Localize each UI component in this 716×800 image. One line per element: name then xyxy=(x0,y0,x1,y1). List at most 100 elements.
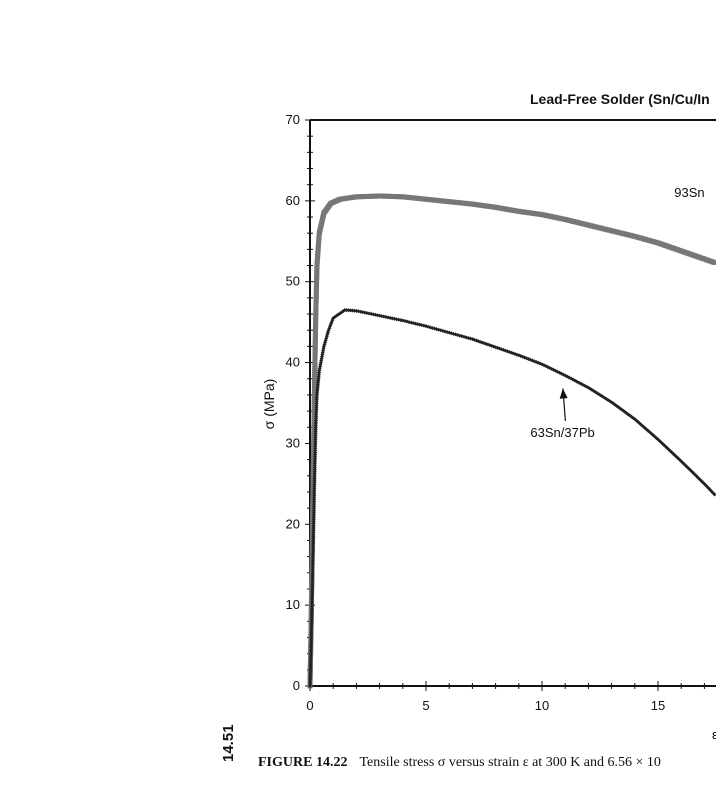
data-point xyxy=(311,530,316,535)
data-point xyxy=(310,565,315,570)
series-63sn-37pb xyxy=(308,308,716,688)
data-point xyxy=(308,684,312,688)
data-point xyxy=(310,556,315,561)
data-point xyxy=(309,634,314,639)
data-point xyxy=(312,461,317,466)
data-point xyxy=(314,412,319,417)
data-point xyxy=(312,467,317,472)
data-point xyxy=(311,528,316,533)
data-point xyxy=(313,444,318,449)
data-point xyxy=(312,495,317,500)
data-point xyxy=(314,416,319,421)
data-point xyxy=(311,519,316,524)
data-point xyxy=(313,420,318,425)
caption-text: Tensile stress σ versus strain ε at 300 … xyxy=(359,755,661,770)
data-point xyxy=(312,497,317,502)
y-tick-label: 50 xyxy=(286,274,300,289)
data-point xyxy=(313,427,318,432)
data-point xyxy=(308,656,313,661)
data-point xyxy=(312,475,317,480)
data-point xyxy=(310,597,315,602)
data-point xyxy=(310,582,315,587)
data-point xyxy=(311,515,316,520)
data-point xyxy=(308,675,313,680)
data-point xyxy=(311,510,316,515)
data-point xyxy=(311,543,316,548)
data-point xyxy=(311,534,316,539)
data-point xyxy=(308,649,313,654)
data-point xyxy=(309,619,314,624)
data-point xyxy=(310,569,315,574)
data-point xyxy=(314,408,319,413)
data-point xyxy=(313,440,318,445)
data-point xyxy=(308,662,313,667)
x-tick-label: 0 xyxy=(306,698,313,713)
data-point xyxy=(312,473,317,478)
data-point xyxy=(313,452,318,457)
axes: 0 10 20 30 40 50 60 70 0 5 10 15 xyxy=(286,112,716,713)
data-point xyxy=(311,552,316,557)
data-point xyxy=(310,576,315,581)
data-point xyxy=(308,673,313,678)
data-point xyxy=(313,435,318,440)
data-point xyxy=(314,401,319,406)
data-point xyxy=(313,442,318,447)
x-tick-label: 15 xyxy=(651,698,665,713)
data-point xyxy=(313,448,318,453)
data-point xyxy=(310,560,315,565)
data-point xyxy=(314,399,319,404)
data-point xyxy=(309,626,314,631)
data-point xyxy=(313,423,318,428)
data-point xyxy=(309,643,314,648)
data-point xyxy=(308,652,313,657)
y-tick-label: 70 xyxy=(286,112,300,127)
y-tick-label: 30 xyxy=(286,435,300,450)
annotation-arrow-head xyxy=(559,388,568,399)
data-point xyxy=(309,608,314,613)
data-point xyxy=(308,671,313,676)
series-layer xyxy=(307,193,716,689)
data-point xyxy=(312,491,317,496)
data-point xyxy=(308,669,313,674)
data-point xyxy=(308,677,313,682)
data-point xyxy=(312,504,317,509)
data-point xyxy=(314,410,319,415)
data-point xyxy=(310,584,315,589)
x-axis-label: ε xyxy=(712,727,716,742)
data-point xyxy=(312,480,317,485)
y-tick-label: 0 xyxy=(293,678,300,693)
data-point xyxy=(311,536,316,541)
data-point xyxy=(312,486,317,491)
data-point xyxy=(310,591,315,596)
data-point xyxy=(310,586,315,591)
y-tick-label: 40 xyxy=(286,355,300,370)
data-point xyxy=(312,471,317,476)
annotation-layer: 63Sn/37Pb 93Sn xyxy=(530,185,704,440)
chart-title: Lead-Free Solder (Sn/Cu/In xyxy=(530,91,710,107)
data-point xyxy=(309,606,314,611)
data-point xyxy=(314,405,319,410)
data-point xyxy=(310,558,315,563)
data-point xyxy=(314,418,319,423)
data-point xyxy=(311,508,316,513)
data-point xyxy=(309,604,314,609)
data-point xyxy=(310,589,315,594)
data-point xyxy=(314,414,319,419)
data-point xyxy=(712,492,716,497)
figure-caption: FIGURE 14.22 Tensile stress σ versus stra… xyxy=(258,755,661,771)
data-point xyxy=(309,623,314,628)
data-point xyxy=(313,425,318,430)
data-point xyxy=(313,437,318,442)
data-point xyxy=(310,580,315,585)
data-point xyxy=(311,532,316,537)
data-point xyxy=(309,639,314,644)
data-point xyxy=(308,681,313,686)
data-point xyxy=(308,658,313,663)
y-tick-label: 60 xyxy=(286,193,300,208)
data-point xyxy=(312,465,317,470)
data-point xyxy=(310,554,315,559)
data-point xyxy=(312,493,317,498)
data-point xyxy=(312,489,317,494)
